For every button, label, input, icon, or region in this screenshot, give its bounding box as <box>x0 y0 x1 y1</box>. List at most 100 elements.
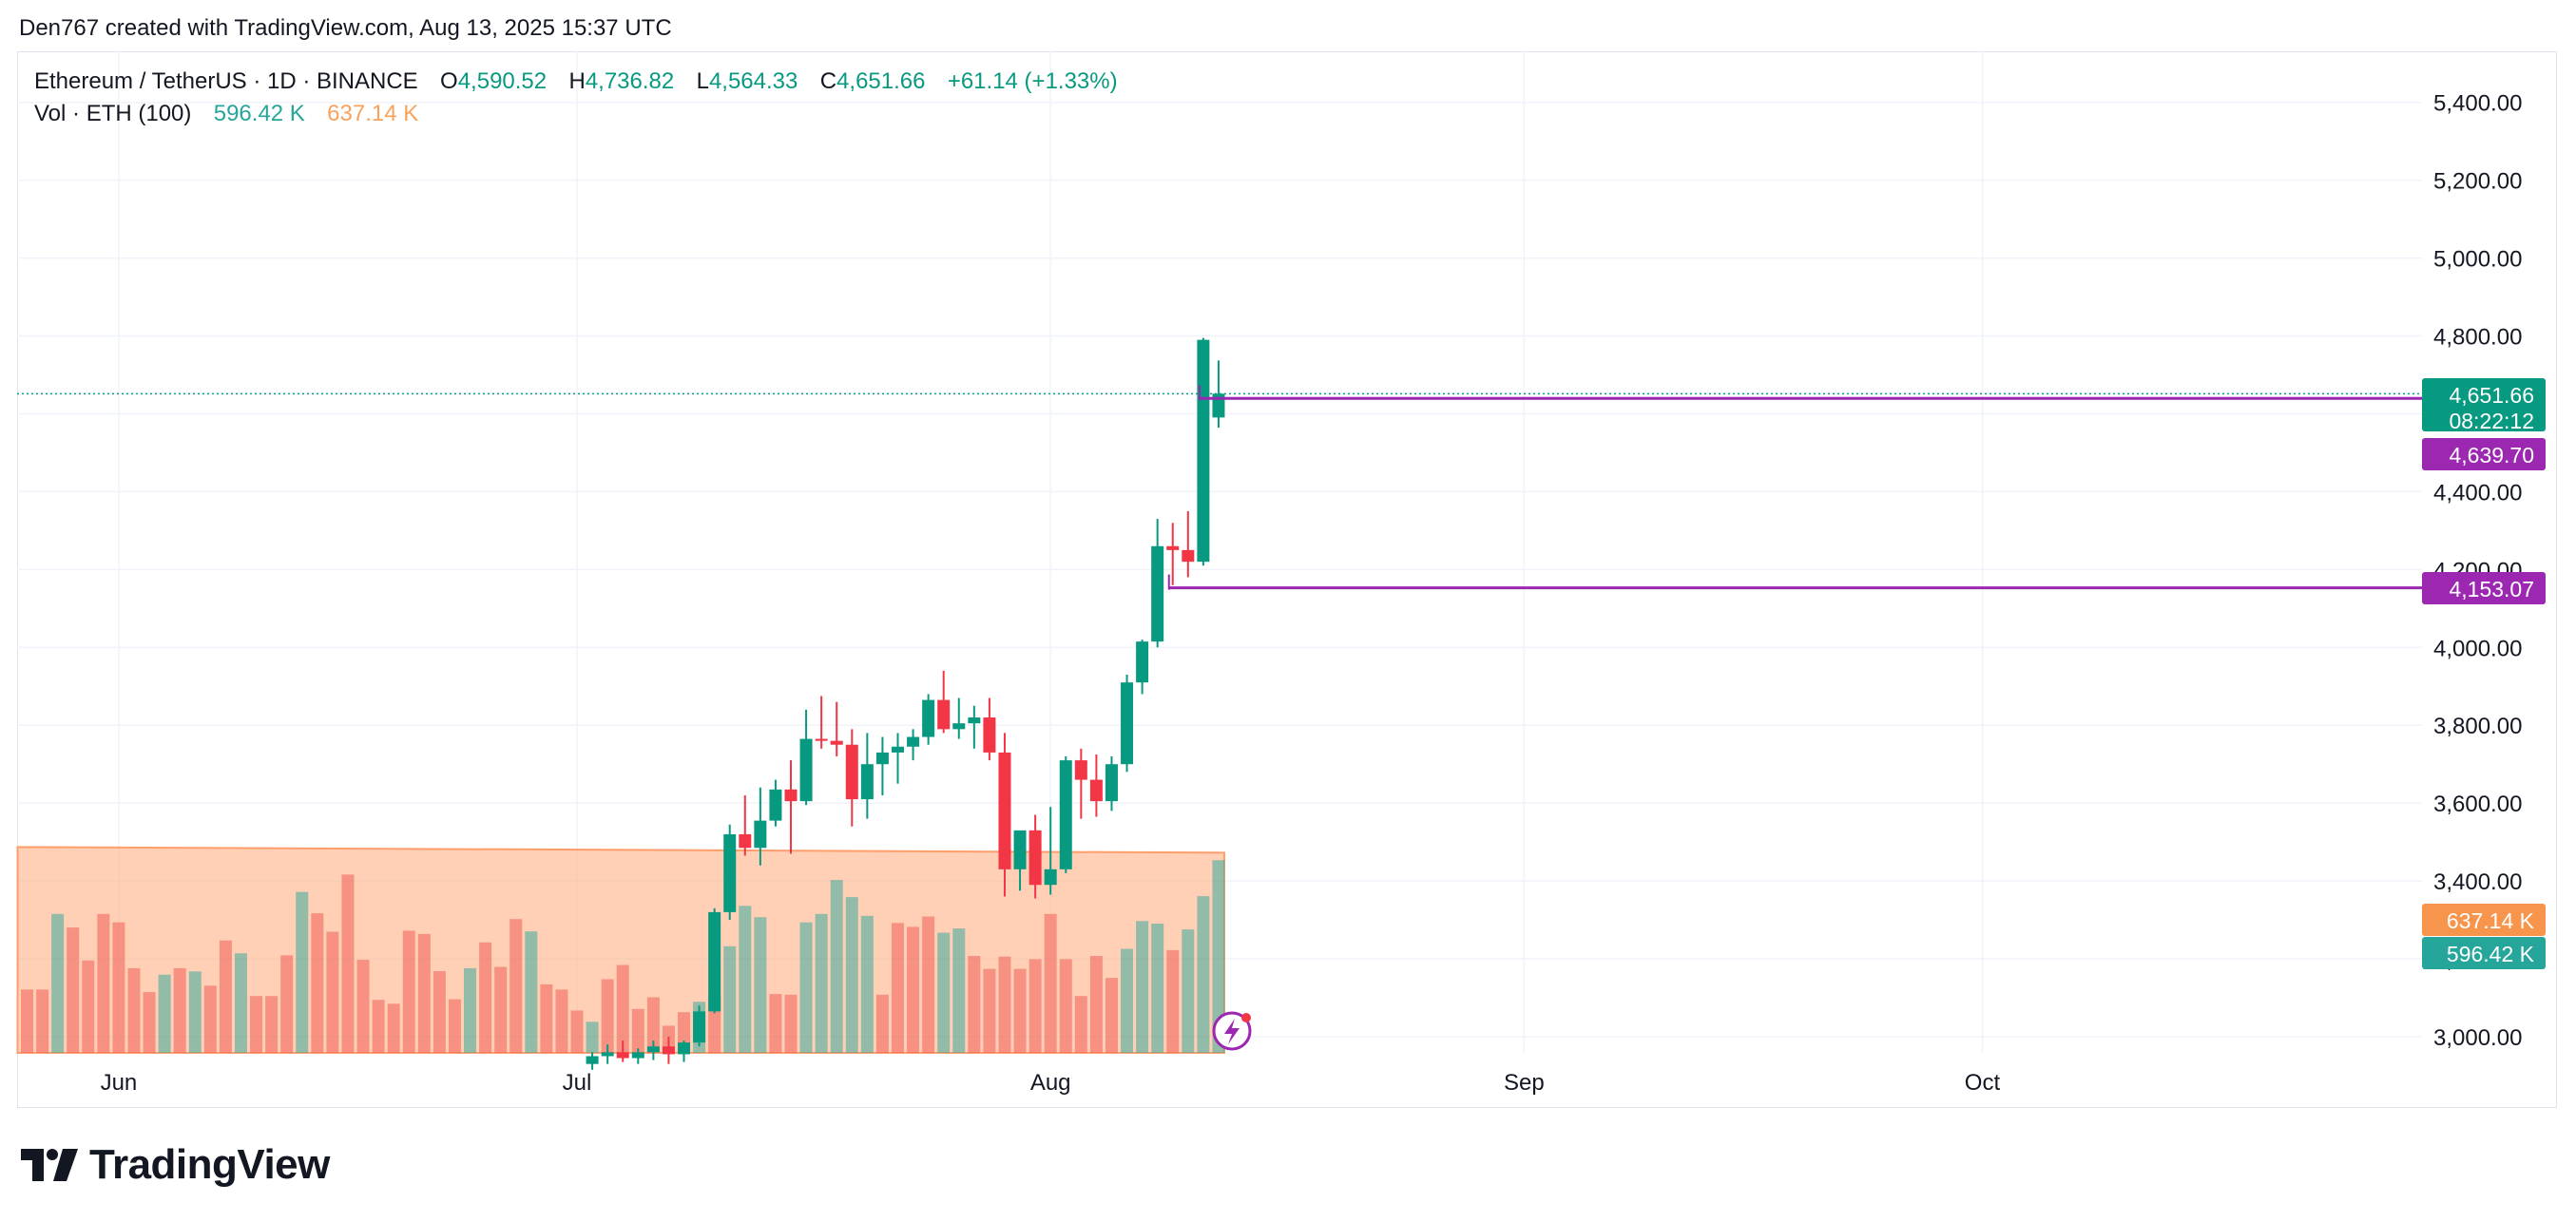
volume-bar <box>372 1000 385 1053</box>
volume-bar <box>448 999 461 1053</box>
candle-body <box>1059 760 1072 869</box>
volume-bar <box>601 979 614 1053</box>
volume-bar <box>860 915 874 1053</box>
y-axis-label: 4,000.00 <box>2433 636 2522 661</box>
candle-body <box>968 717 981 724</box>
volume-bar <box>219 940 232 1053</box>
volume-bar <box>646 997 660 1053</box>
volume-bar <box>509 919 523 1053</box>
volume-bar <box>203 985 217 1053</box>
volume-bar <box>1212 860 1225 1053</box>
volume-legend[interactable]: Vol · ETH (100) 596.42 K 637.14 K <box>34 101 418 127</box>
volume-bar <box>1151 924 1164 1053</box>
change-value: +61.14 (+1.33%) <box>947 68 1118 94</box>
y-axis-label: 3,000.00 <box>2433 1025 2522 1051</box>
volume-bar <box>845 897 858 1053</box>
volume-bar <box>433 970 446 1053</box>
volume-bar <box>67 927 80 1053</box>
volume-bar <box>341 874 355 1053</box>
volume-bar <box>21 989 33 1053</box>
y-axis-label: 3,800.00 <box>2433 714 2522 739</box>
volume-bar <box>983 968 996 1053</box>
x-axis-label: Sep <box>1504 1070 1545 1096</box>
volume-bar <box>188 971 202 1053</box>
close-label: C <box>819 68 837 94</box>
lightning-icon-bolt <box>1224 1019 1240 1044</box>
volume-bar <box>494 966 508 1053</box>
low-label: L <box>696 68 709 94</box>
volume-bar <box>968 956 981 1053</box>
candle-body <box>815 738 828 741</box>
candle-body <box>1028 830 1042 886</box>
volume-label[interactable]: Vol · ETH (100) <box>34 101 192 126</box>
candle-body <box>754 820 767 849</box>
y-axis-label: 4,400.00 <box>2433 480 2522 506</box>
volume-bar <box>769 994 782 1053</box>
volume-bar <box>311 913 324 1053</box>
candle-body <box>1197 339 1210 563</box>
candle-body <box>601 1052 614 1057</box>
candle-body <box>784 789 798 802</box>
volume-bar <box>387 1003 400 1053</box>
volume-bar <box>799 922 813 1053</box>
y-axis-label: 3,400.00 <box>2433 869 2522 895</box>
volume-bar <box>417 933 431 1053</box>
candle-body <box>646 1046 660 1053</box>
volume-bar <box>586 1022 599 1053</box>
volume-bar <box>891 923 904 1053</box>
candle-body <box>875 752 889 765</box>
volume-last-badge-bg <box>2422 937 2546 969</box>
tradingview-logo[interactable]: TradingView <box>21 1141 330 1188</box>
volume-bar <box>1028 959 1042 1053</box>
candle-body <box>678 1042 691 1055</box>
y-axis-label: 4,800.00 <box>2433 325 2522 351</box>
volume-bar <box>265 996 279 1053</box>
hline-1-badge-text: 4,639.70 <box>2449 443 2534 468</box>
volume-bar <box>464 967 477 1053</box>
candle-body <box>952 723 966 730</box>
candle-body <box>922 699 935 737</box>
open-label: O <box>440 68 458 94</box>
volume-bar <box>1197 896 1210 1053</box>
chart-frame[interactable] <box>17 51 2557 1108</box>
volume-bar <box>250 996 263 1053</box>
volume-bar <box>356 960 370 1053</box>
volume-bar <box>1105 978 1118 1053</box>
volume-bar <box>127 967 141 1053</box>
volume-bar <box>143 992 156 1053</box>
volume-bar <box>402 930 415 1053</box>
hline-2-badge-text: 4,153.07 <box>2449 577 2534 601</box>
candle-body <box>1074 760 1087 780</box>
symbol-name[interactable]: Ethereum / TetherUS · 1D · BINANCE <box>34 68 418 94</box>
volume-bar <box>479 942 492 1053</box>
candle-body <box>662 1046 675 1055</box>
symbol-legend[interactable]: Ethereum / TetherUS · 1D · BINANCE O4,59… <box>34 68 1118 95</box>
volume-value: 596.42 K <box>213 101 305 126</box>
hline-1-badge-bg <box>2422 438 2546 470</box>
volume-bar <box>1044 913 1057 1053</box>
candle-body <box>937 699 951 730</box>
close-value: 4,651.66 <box>836 68 926 94</box>
y-axis-label: 5,200.00 <box>2433 169 2522 195</box>
volume-bar <box>82 960 95 1053</box>
candle-body <box>845 744 858 800</box>
candle-body <box>631 1052 644 1059</box>
volume-bar <box>1074 996 1087 1053</box>
brand-name: TradingView <box>89 1141 330 1188</box>
candle-body <box>891 746 904 753</box>
last-price-badge-text: 4,651.66 <box>2449 383 2534 408</box>
volume-bar <box>555 989 568 1053</box>
volume-bar <box>952 928 966 1053</box>
volume-bar <box>723 945 737 1053</box>
last-price-badge-bg <box>2422 378 2546 431</box>
volume-bar <box>112 922 125 1053</box>
candle-body <box>830 740 843 745</box>
candle-body <box>739 833 752 849</box>
y-axis-label: 3,600.00 <box>2433 792 2522 817</box>
volume-ma-badge-text: 637.14 K <box>2447 908 2535 933</box>
volume-bar <box>36 989 49 1053</box>
candle-body <box>1013 830 1027 869</box>
volume-bar <box>1121 948 1134 1053</box>
x-axis-label: Aug <box>1030 1070 1071 1096</box>
